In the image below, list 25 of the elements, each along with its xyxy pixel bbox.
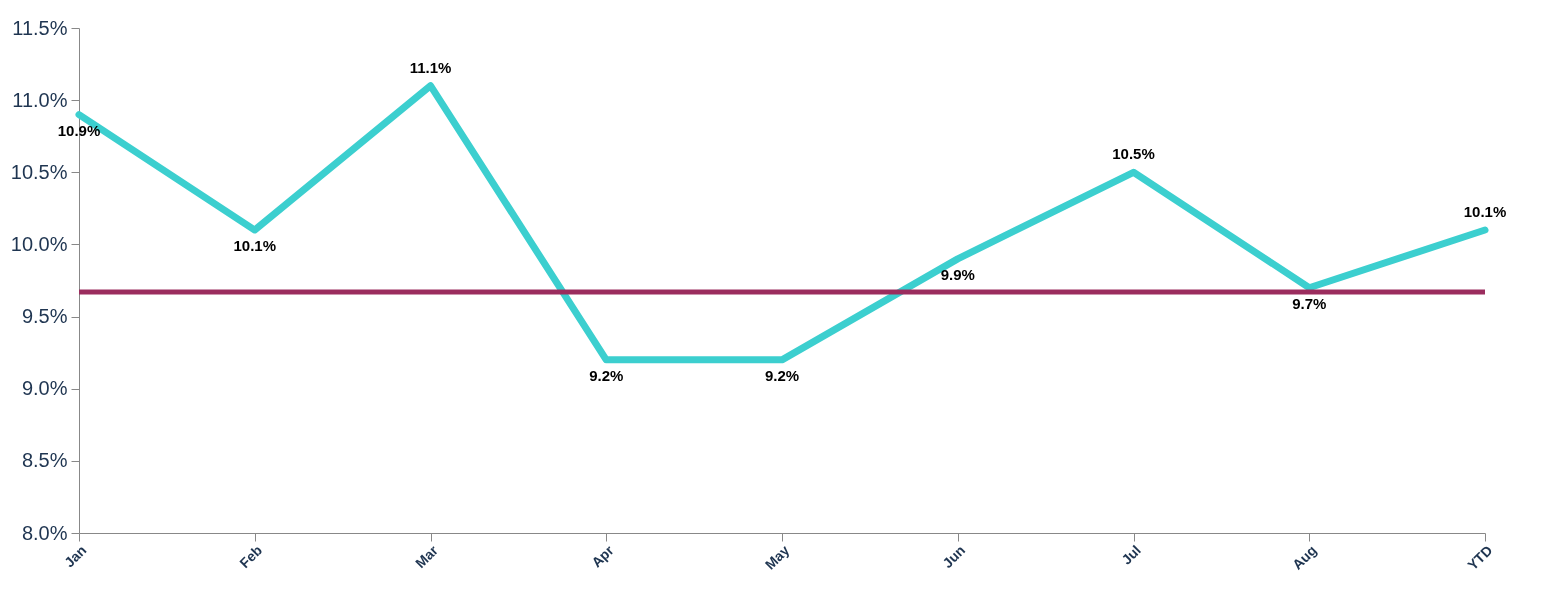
- data-label: 10.9%: [57, 121, 101, 139]
- x-tick-label: Mar: [411, 541, 442, 572]
- y-tick-label: 9.5%: [21, 305, 68, 328]
- y-tick-label: 10.5%: [10, 160, 68, 183]
- y-tick-label: 9.0%: [21, 377, 68, 400]
- x-tick-label: Jul: [1118, 542, 1144, 568]
- x-tick-label: Jun: [939, 542, 969, 571]
- y-tick-label: 10.0%: [10, 232, 68, 255]
- y-tick-label: 11.0%: [12, 88, 68, 111]
- data-label: 10.1%: [1463, 203, 1507, 220]
- data-label: 11.1%: [409, 58, 452, 76]
- x-tick-label: Feb: [236, 542, 266, 571]
- x-tick-label: Aug: [1289, 542, 1320, 573]
- data-label: 9.2%: [764, 366, 800, 384]
- data-label: 10.5%: [1112, 145, 1155, 163]
- data-label: 9.9%: [940, 265, 975, 283]
- data-label: 10.1%: [233, 237, 277, 254]
- x-tick-label: Apr: [588, 541, 618, 571]
- x-tick-label: Jan: [61, 542, 90, 571]
- y-tick-label: 11.5%: [12, 16, 68, 39]
- data-label: 9.2%: [589, 366, 624, 384]
- data-label: 9.7%: [1292, 294, 1327, 312]
- y-tick-label: 8.0%: [21, 521, 68, 544]
- y-tick-label: 8.5%: [21, 449, 68, 472]
- x-tick-label: YTD: [1464, 542, 1496, 574]
